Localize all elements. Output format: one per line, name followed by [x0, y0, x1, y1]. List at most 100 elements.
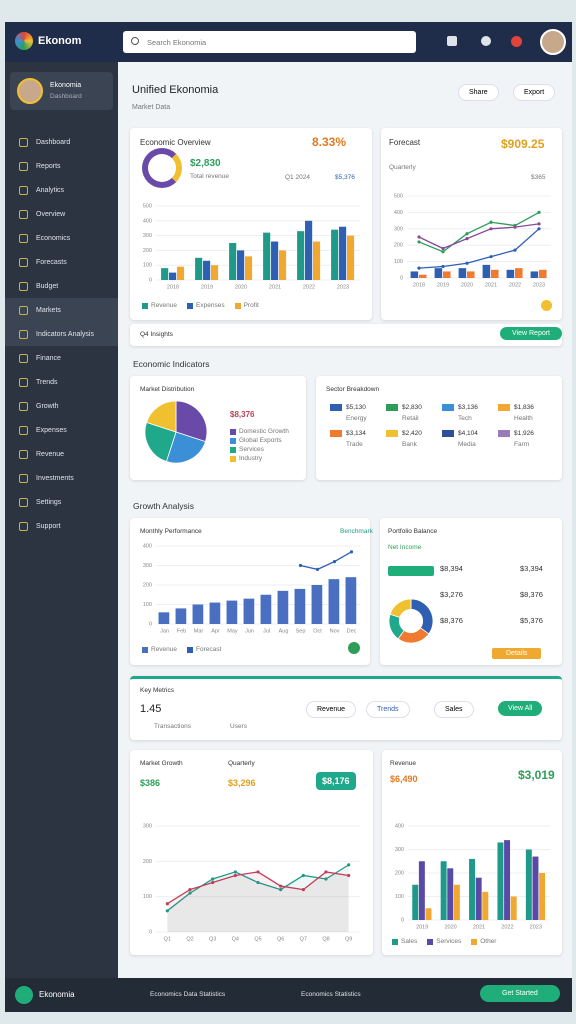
x-tick-label: 2022	[303, 284, 315, 290]
nav-item[interactable]: Analytics	[5, 178, 118, 202]
bar	[263, 232, 271, 280]
legend-label: Q1 2024	[285, 174, 310, 181]
nav-item[interactable]: Budget	[5, 274, 118, 298]
y-tick-label: 0	[149, 929, 152, 935]
view-all-button[interactable]: View All	[498, 701, 543, 716]
nav-item[interactable]: Markets	[5, 298, 118, 322]
metrics-strip: Key Metrics 1.45 Transactions Users Reve…	[130, 676, 562, 740]
nav-item[interactable]: Expenses	[5, 418, 118, 442]
x-tick-label: Aug	[279, 628, 289, 634]
x-tick-label: Q5	[254, 936, 261, 942]
bar	[278, 250, 287, 280]
bar	[176, 266, 185, 280]
bar	[434, 268, 443, 278]
legend-item: Revenue	[142, 302, 177, 309]
nav-item[interactable]: Settings	[5, 490, 118, 514]
bar	[504, 840, 511, 920]
stat: $8,176	[316, 772, 356, 790]
view-report-button[interactable]: View Report	[500, 327, 563, 340]
bar	[294, 588, 306, 624]
chip: Users	[230, 723, 247, 730]
nav-item[interactable]: Finance	[5, 346, 118, 370]
y-tick-label: 300	[143, 233, 152, 239]
bar	[530, 271, 539, 278]
x-tick-label: 2018	[167, 284, 179, 290]
filter-button[interactable]: Trends	[366, 701, 410, 718]
info-icon[interactable]	[541, 300, 552, 311]
point	[279, 884, 283, 888]
bar	[229, 243, 237, 280]
bar	[169, 272, 177, 280]
y-tick-label: 100	[143, 602, 152, 608]
nav-item[interactable]: Trends	[5, 370, 118, 394]
x-tick-label: 2021	[485, 282, 497, 288]
swatch	[498, 404, 510, 411]
avatar[interactable]	[540, 29, 566, 55]
x-tick-label: Nov	[330, 628, 340, 634]
legend-item: Services	[427, 938, 461, 945]
overview-panel: Economic Overview 8.33% $2,830 Total rev…	[130, 128, 372, 320]
bar	[467, 271, 475, 278]
legend: Revenue Forecast	[142, 646, 221, 653]
swatch	[386, 430, 398, 437]
nav-list: Dashboard Reports Analytics Overview Economi…	[5, 130, 118, 538]
message-icon[interactable]	[481, 36, 491, 46]
nav-item[interactable]: Economics	[5, 226, 118, 250]
slice	[165, 431, 206, 464]
bar	[506, 269, 515, 278]
nav-item[interactable]: Overview	[5, 202, 118, 226]
combo-chart: 0 100 200 300 400 Jan Feb Mar Apr May Jun Jul Aug Sep…	[143, 543, 360, 634]
legend-item: Services	[230, 446, 264, 453]
sector-value: $1,926	[514, 430, 534, 437]
nav-item[interactable]: Support	[5, 514, 118, 538]
filter-button[interactable]: Revenue	[306, 701, 357, 718]
point	[211, 877, 215, 881]
bar	[482, 891, 489, 920]
legend-swatch	[142, 302, 148, 309]
distribution-panel: Market Distribution $8,376 Domestic Grow…	[130, 376, 306, 480]
sector-label: Trade	[346, 441, 363, 448]
nav-item[interactable]: Indicators Analysis	[5, 322, 118, 346]
forecast-value: $909.25	[501, 137, 545, 151]
section-title: Growth Analysis	[133, 501, 194, 511]
nav-item[interactable]: Forecasts	[5, 250, 118, 274]
filter-button[interactable]: Sales	[434, 701, 474, 718]
insights-label: Q4 Insights	[140, 331, 173, 338]
get-started-button[interactable]: Get Started	[480, 985, 560, 1002]
line	[300, 551, 352, 571]
legend: Domestic Growth Global Exports Services Ind…	[230, 428, 302, 462]
alert-icon[interactable]	[511, 36, 522, 47]
legend-swatch	[471, 938, 478, 945]
point	[315, 567, 320, 571]
bar	[243, 598, 255, 624]
export-button[interactable]: Export	[513, 84, 556, 101]
point	[165, 909, 169, 913]
legend-text: Revenue	[151, 302, 178, 309]
details-button[interactable]: Details	[492, 648, 542, 659]
legend-text: Revenue	[151, 646, 178, 653]
share-button[interactable]: Share	[458, 84, 499, 101]
panel-title: Economic Overview	[140, 138, 211, 147]
footer-link[interactable]: Economics Statistics	[301, 991, 361, 998]
footer-link[interactable]: Economics Data Statistics	[150, 991, 226, 998]
stat: $3,019	[518, 768, 555, 782]
notification-icon[interactable]	[447, 36, 457, 46]
nav-item[interactable]: Reports	[5, 154, 118, 178]
section-title: Economic Indicators	[133, 359, 210, 369]
x-tick-label: 2020	[235, 284, 247, 290]
nav-item[interactable]: Investments	[5, 466, 118, 490]
nav-item[interactable]: Growth	[5, 394, 118, 418]
bar	[453, 884, 460, 920]
x-tick-label: Sep	[296, 628, 306, 634]
y-tick-label: 0	[400, 275, 403, 281]
search-box[interactable]: Search Ekonomia	[123, 31, 416, 53]
check-icon[interactable]	[348, 642, 360, 654]
nav-item[interactable]: Revenue	[5, 442, 118, 466]
point	[489, 255, 493, 259]
bar	[339, 226, 347, 280]
y-tick-label: 300	[394, 226, 403, 232]
bar	[425, 908, 432, 920]
nav-item[interactable]: Dashboard	[5, 130, 118, 154]
forecast-caption: Quarterly	[389, 164, 416, 171]
bar	[418, 861, 425, 920]
